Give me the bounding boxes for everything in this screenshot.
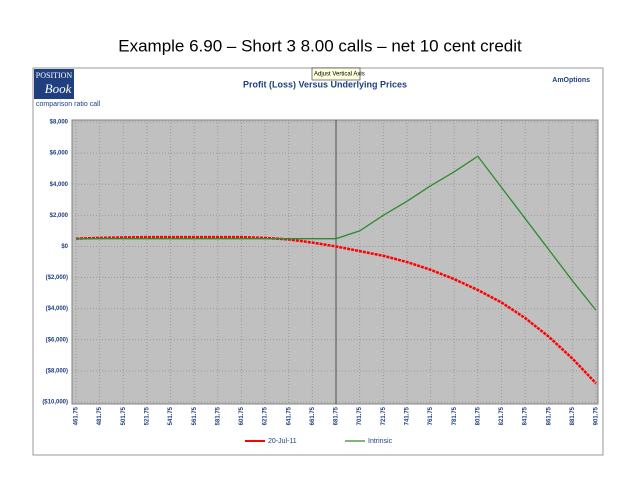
x-tick-label: 841.75 [523,406,529,425]
y-tick-label: ($6,000) [46,337,68,343]
y-tick-label: ($4,000) [46,306,68,312]
x-tick-label: 461.75 [74,406,80,425]
chart-title: Profit (Loss) Versus Underlying Prices [243,79,407,89]
x-tick-label: 601.75 [239,406,245,425]
x-tick-label: 581.75 [215,406,221,425]
y-tick-label: ($2,000) [46,275,68,281]
app-subtitle: comparison ratio call [36,101,101,108]
x-tick-label: 861.75 [546,406,552,425]
slide-title: Example 6.90 – Short 3 8.00 calls – net … [118,36,522,55]
x-tick-label: 881.75 [570,406,576,425]
y-tick-label: $0 [61,244,68,250]
legend-label: Intrinsic [368,438,393,445]
plot: $8,000 $6,000 $4,000 $2,000 $0 ($2,000) ($4,00… [42,119,600,445]
logo-top: POSITION [36,71,73,80]
x-tick-label: 721.75 [381,406,387,425]
x-tick-label: 761.75 [428,406,434,425]
x-tick-label: 781.75 [452,406,458,425]
x-tick-label: 741.75 [404,406,410,425]
legend-label: 20-Jul-11 [268,438,297,445]
plot-area [71,119,599,405]
brand: AmOptions [552,77,590,84]
x-tick-label: 681.75 [334,406,340,425]
tooltip-text: Adjust Vertical Axis [314,72,365,78]
x-tick-label: 541.75 [168,406,174,425]
tooltip [311,67,361,81]
x-tick-label: 481.75 [97,406,103,425]
logo [34,69,74,99]
series-line [75,235,597,385]
x-tick-label: 501.75 [121,406,127,425]
x-tick-label: 801.75 [475,406,481,425]
x-tick-label: 821.75 [499,406,505,425]
y-tick-label: $2,000 [50,213,69,219]
series-line [76,155,597,311]
y-tick-label: $6,000 [50,151,69,157]
x-tick-label: 661.75 [310,406,316,425]
y-tick-label: ($10,000) [42,400,68,406]
x-tick-label: 641.75 [286,406,292,425]
x-tick-label: 901.75 [594,406,600,425]
y-tick-label: ($8,000) [46,368,68,374]
logo-bottom: Book [45,81,72,96]
x-tick-label: 561.75 [192,406,198,425]
x-tick-label: 701.75 [357,406,363,425]
x-tick-label: 621.75 [263,406,269,425]
y-tick-label: $4,000 [50,182,69,188]
x-tick-label: 521.75 [144,406,150,425]
y-tick-label: $8,000 [50,120,69,126]
